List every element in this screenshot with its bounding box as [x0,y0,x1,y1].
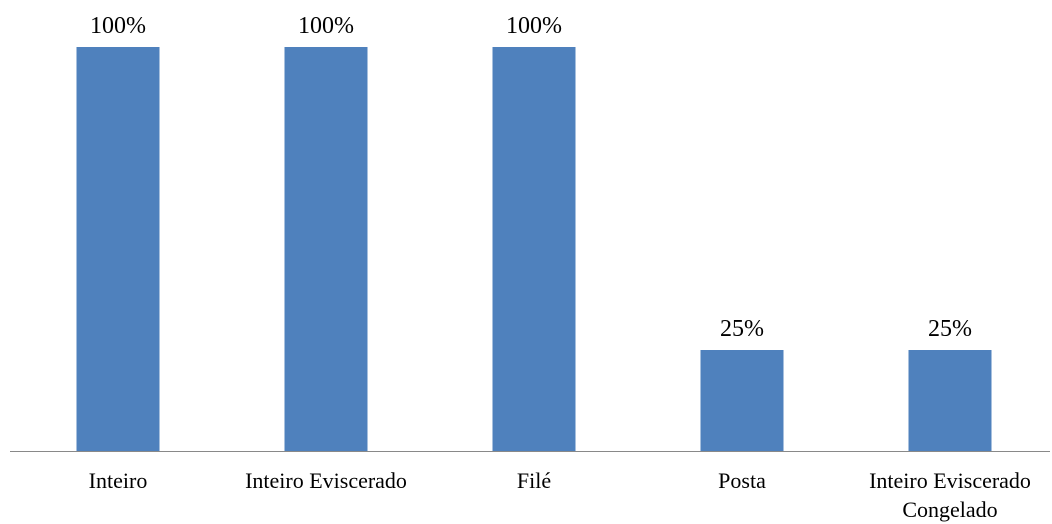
data-label-1: 100% [90,13,146,39]
x-tick-label-3: Filé [517,468,551,493]
x-tick-label-line: Congelado [902,497,997,522]
bars-group [76,47,992,451]
data-label-4: 25% [720,316,764,342]
x-tick-label-line: Inteiro [89,468,148,493]
x-tick-label-1: Inteiro [89,468,148,493]
x-tick-label-line: Posta [718,468,766,493]
x-tick-label-line: Inteiro Eviscerado [869,468,1031,493]
x-tick-labels-group: Inteiro Inteiro Eviscerado Filé Posta Inteir… [89,468,1031,522]
x-tick-label-line: Inteiro Eviscerado [245,468,407,493]
bar-4 [700,350,784,451]
x-tick-label-4: Posta [718,468,766,493]
x-tick-label-line: Filé [517,468,551,493]
data-labels-group: 100% 100% 100% 25% 25% [90,13,972,342]
bar-3 [492,47,576,451]
bar-5 [908,350,992,451]
bar-2 [284,47,368,451]
data-label-3: 100% [506,13,562,39]
data-label-2: 100% [298,13,354,39]
x-tick-label-2: Inteiro Eviscerado [245,468,407,493]
bar-1 [76,47,160,451]
x-tick-label-5: Inteiro Eviscerado Congelado [869,468,1031,522]
data-label-5: 25% [928,316,972,342]
